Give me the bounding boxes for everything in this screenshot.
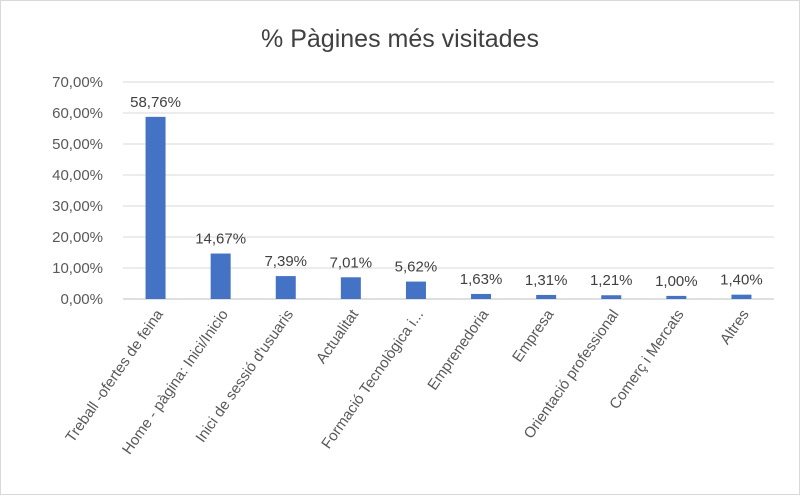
y-tick-label: 10,00% <box>52 260 103 277</box>
chart-title: % Pàgines més visitades <box>261 25 539 53</box>
data-label: 58,76% <box>130 94 181 111</box>
bar <box>210 253 231 299</box>
x-tick-label: Altres <box>717 307 753 348</box>
data-labels: 58,76% 14,67% 7,39% 7,01% 5,62% 1,63% 1,31% 1,2… <box>130 94 763 290</box>
data-label: 14,67% <box>195 231 246 248</box>
data-label: 1,00% <box>655 273 698 290</box>
bar <box>340 277 361 299</box>
y-tick-label: 60,00% <box>52 105 103 122</box>
data-label: 1,40% <box>720 272 763 289</box>
x-tick-label: Actualitat <box>313 306 363 367</box>
gridlines <box>123 81 774 300</box>
bar <box>145 116 166 300</box>
data-label: 1,31% <box>525 272 568 289</box>
data-label: 7,39% <box>264 253 307 270</box>
y-tick-label: 40,00% <box>52 167 103 184</box>
x-tick-label: Emprenedoria <box>424 306 492 393</box>
bar <box>471 293 492 299</box>
x-tick-label: Comerç i Mercats <box>606 307 687 413</box>
data-label: 1,63% <box>460 271 503 288</box>
bar <box>275 276 296 299</box>
bar <box>731 294 752 299</box>
bar <box>405 281 426 299</box>
y-tick-label: 70,00% <box>52 74 103 91</box>
y-tick-label: 0,00% <box>60 291 103 308</box>
bar <box>601 295 622 299</box>
y-axis-ticks: 0,00% 10,00% 20,00% 30,00% 40,00% 50,00% 60,00… <box>52 74 103 308</box>
data-label: 7,01% <box>330 254 373 271</box>
data-label: 5,62% <box>395 259 438 276</box>
y-tick-label: 20,00% <box>52 229 103 246</box>
bar <box>536 294 557 299</box>
bars <box>145 116 752 300</box>
bar <box>666 295 687 299</box>
y-tick-label: 30,00% <box>52 198 103 215</box>
data-label: 1,21% <box>590 272 633 289</box>
y-tick-label: 50,00% <box>52 136 103 153</box>
x-tick-label: Empresa <box>509 306 558 365</box>
